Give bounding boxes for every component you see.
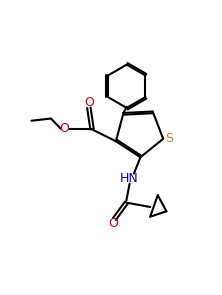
Text: O: O <box>109 217 118 230</box>
Text: O: O <box>84 96 94 109</box>
Text: O: O <box>60 122 69 135</box>
Text: HN: HN <box>120 172 139 185</box>
Text: S: S <box>165 132 173 145</box>
